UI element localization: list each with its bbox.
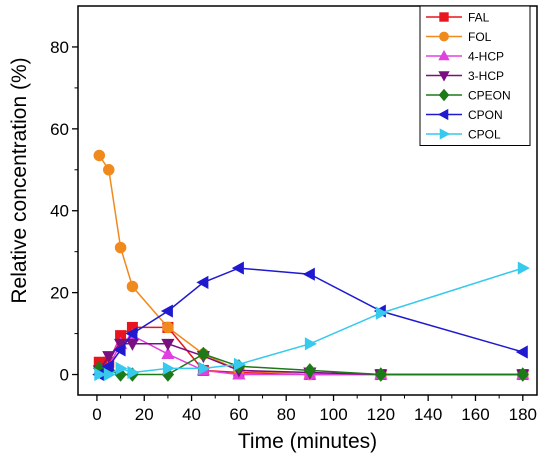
data-point-cpol — [127, 365, 140, 380]
x-tick-label: 100 — [319, 405, 347, 424]
plot-frame — [77, 5, 538, 396]
y-axis-title: Relative concentration (%) — [8, 57, 31, 303]
y-tick-label: 0 — [60, 366, 69, 385]
y-tick-label: 40 — [50, 202, 69, 221]
data-point-fol — [103, 164, 115, 176]
data-point-cpol — [94, 367, 107, 382]
data-point-4-hcp — [161, 347, 175, 360]
data-point-cpeon — [197, 346, 210, 362]
data-point-3-hcp — [161, 338, 175, 351]
data-point-cpol — [162, 361, 175, 375]
legend-marker-cpeon — [438, 88, 450, 102]
x-tick-label: 60 — [229, 405, 248, 424]
data-point-fol — [126, 280, 139, 293]
legend-label-3-hcp: 3-HCP — [468, 69, 504, 83]
data-point-cpeon — [374, 367, 388, 382]
data-point-fol — [93, 149, 106, 162]
data-point-cpon — [515, 345, 528, 359]
x-axis-title: Time (minutes) — [238, 430, 377, 453]
legend-marker-4-hcp — [438, 49, 450, 61]
data-point-cpon — [160, 304, 173, 318]
data-point-cpon — [125, 326, 138, 341]
legend: FAL FOL 4-HCP 3-HCP CPEON CPON CPOL — [419, 5, 531, 146]
x-tick-label: 40 — [182, 405, 201, 424]
y-tick-label: 20 — [50, 284, 69, 303]
legend-label-fal: FAL — [468, 11, 490, 25]
legend-label-cpon: CPON — [468, 108, 503, 122]
series-line-cpol — [99, 267, 524, 376]
data-point-3-hcp — [125, 338, 140, 351]
x-tick-label: 80 — [277, 405, 296, 424]
data-point-cpeon — [303, 363, 317, 378]
legend-label-cpol: CPOL — [468, 128, 501, 142]
y-tick-label: 60 — [50, 120, 69, 139]
series-cpeon — [93, 346, 529, 382]
axis-ticks-layer: 0 20 40 60 80 100 120 140 160 180 0 20 40 60 80 — [50, 38, 537, 424]
x-tick-label: 180 — [509, 405, 537, 424]
data-point-cpon — [101, 359, 114, 373]
data-point-cpol — [233, 357, 246, 371]
data-point-cpon — [196, 275, 209, 289]
data-point-cpon — [302, 267, 315, 281]
data-point-fol — [114, 241, 127, 254]
data-point-cpol — [115, 361, 128, 375]
y-tick-label: 80 — [50, 38, 69, 57]
series-cpol — [94, 261, 530, 382]
data-point-cpeon — [516, 367, 529, 382]
series-cpon — [92, 261, 528, 382]
legend-marker-cpon — [437, 108, 449, 121]
data-point-cpon — [231, 261, 244, 275]
plot-series-layer — [92, 149, 530, 382]
legend-marker-fal — [439, 12, 449, 22]
data-point-cpon — [113, 343, 126, 357]
series-line-cpon — [98, 267, 524, 376]
x-tick-label: 140 — [414, 405, 442, 424]
data-point-fol — [162, 321, 174, 334]
data-point-cpol — [517, 261, 530, 275]
series-line-cpeon — [99, 353, 523, 376]
legend-label-fol: FOL — [468, 30, 492, 44]
data-point-cpol — [304, 337, 317, 351]
legend-marker-3-hcp — [438, 71, 450, 82]
data-point-cpol — [103, 367, 116, 382]
series-line-4-hcp — [99, 334, 523, 376]
x-tick-label: 0 — [92, 405, 101, 424]
legend-marker-fol — [439, 31, 449, 42]
legend-label-cpeon: CPEON — [468, 89, 511, 103]
data-point-cpol — [375, 306, 388, 320]
x-tick-label: 120 — [367, 405, 395, 424]
legend-marker-cpol — [439, 128, 451, 140]
x-tick-label: 20 — [135, 405, 154, 424]
data-point-cpol — [198, 361, 211, 375]
legend-label-4-hcp: 4-HCP — [468, 50, 504, 64]
data-point-3-hcp — [102, 351, 116, 364]
x-tick-label: 160 — [461, 405, 489, 424]
